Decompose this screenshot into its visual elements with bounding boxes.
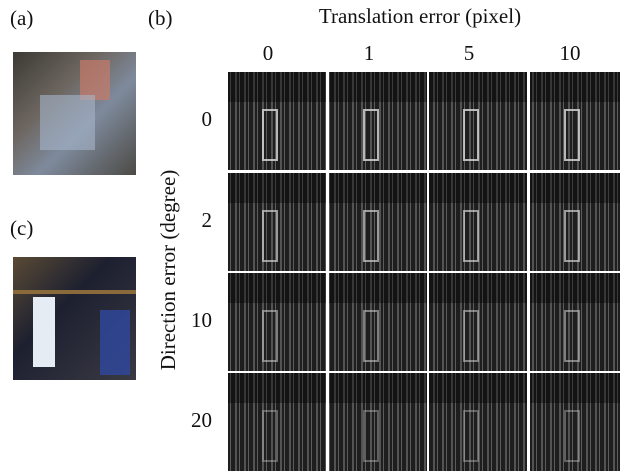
column-label: 5 — [464, 41, 475, 65]
image-detail — [329, 373, 427, 403]
image-detail — [228, 173, 326, 203]
image-detail — [228, 273, 326, 303]
column-label: 0 — [263, 41, 274, 65]
row-label: 0 — [202, 107, 213, 131]
row-label: 2 — [202, 208, 213, 232]
panel-label: (a) — [10, 6, 33, 30]
column-title: Translation error (pixel) — [319, 4, 521, 28]
image-detail — [80, 60, 110, 100]
figure: (a) (c) (b) Translation error (pixel) Di… — [0, 0, 620, 471]
image-detail — [100, 310, 130, 375]
image-detail — [228, 373, 326, 403]
image-detail — [228, 72, 326, 102]
image-detail — [40, 95, 95, 150]
image-detail — [329, 173, 427, 203]
image-detail — [329, 72, 427, 102]
panel-label: (c) — [10, 216, 33, 240]
image-detail — [530, 373, 620, 403]
row-label: 10 — [191, 308, 212, 332]
image-detail — [13, 290, 136, 294]
panel-label: (b) — [148, 6, 173, 30]
image-detail — [429, 373, 527, 403]
row-label: 20 — [191, 408, 212, 432]
image-detail — [530, 273, 620, 303]
image-detail — [33, 297, 55, 367]
column-label: 10 — [560, 41, 581, 65]
image-detail — [530, 72, 620, 102]
image-detail — [429, 173, 527, 203]
row-title: Direction error (degree) — [156, 170, 180, 371]
image-detail — [530, 173, 620, 203]
column-label: 1 — [364, 41, 375, 65]
image-detail — [429, 72, 527, 102]
image-detail — [329, 273, 427, 303]
image-detail — [429, 273, 527, 303]
